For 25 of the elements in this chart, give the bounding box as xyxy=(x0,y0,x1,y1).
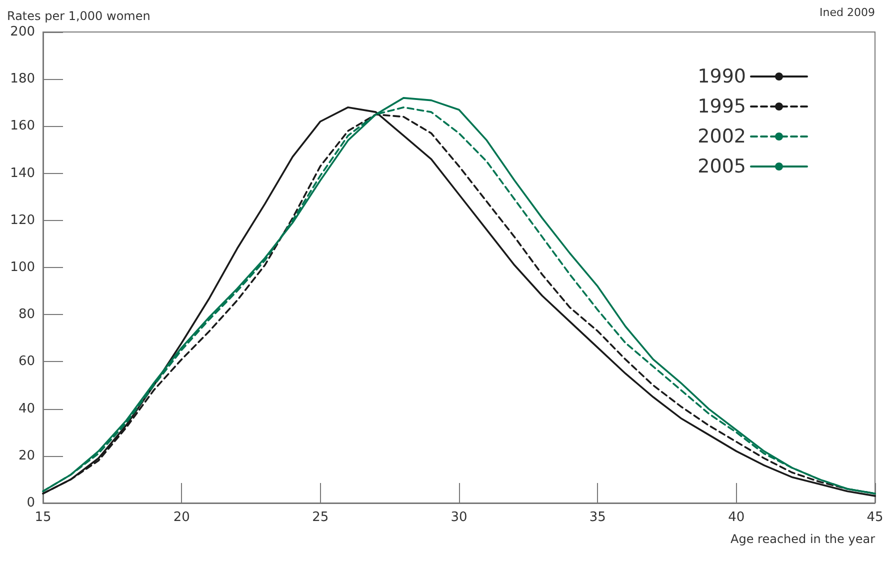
x-tick-label: 25 xyxy=(312,510,329,525)
text: Ined 2009 xyxy=(820,6,876,19)
y-tick-label: 0 xyxy=(26,496,35,510)
y-tick-label: 40 xyxy=(18,401,35,416)
legend-label: 1995 xyxy=(698,96,746,118)
y-tick-label: 140 xyxy=(10,166,35,181)
x-tick-label: 35 xyxy=(589,510,606,525)
y-tick-label: 100 xyxy=(10,260,35,275)
y-tick-label: 80 xyxy=(18,307,35,322)
y-tick-label: 160 xyxy=(10,118,35,134)
x-tick-label: 30 xyxy=(450,510,468,525)
y-axis-title: Rates per 1,000 women xyxy=(7,9,150,23)
x-tick-label: 20 xyxy=(173,510,190,525)
y-tick-label: 200 xyxy=(10,24,35,40)
legend-label: 2002 xyxy=(698,126,746,148)
y-tick-label: 20 xyxy=(18,448,35,464)
y-tick-label: 180 xyxy=(10,72,35,87)
legend-label: 1990 xyxy=(698,66,746,88)
y-tick-label: 120 xyxy=(10,212,35,228)
x-tick-label: 15 xyxy=(34,510,52,525)
x-tick-label: 40 xyxy=(728,510,745,525)
x-axis-title: Age reached in the year xyxy=(730,532,876,546)
y-tick-label: 60 xyxy=(18,354,35,370)
legend-label: 2005 xyxy=(698,156,746,178)
x-tick-label: 45 xyxy=(866,510,884,525)
